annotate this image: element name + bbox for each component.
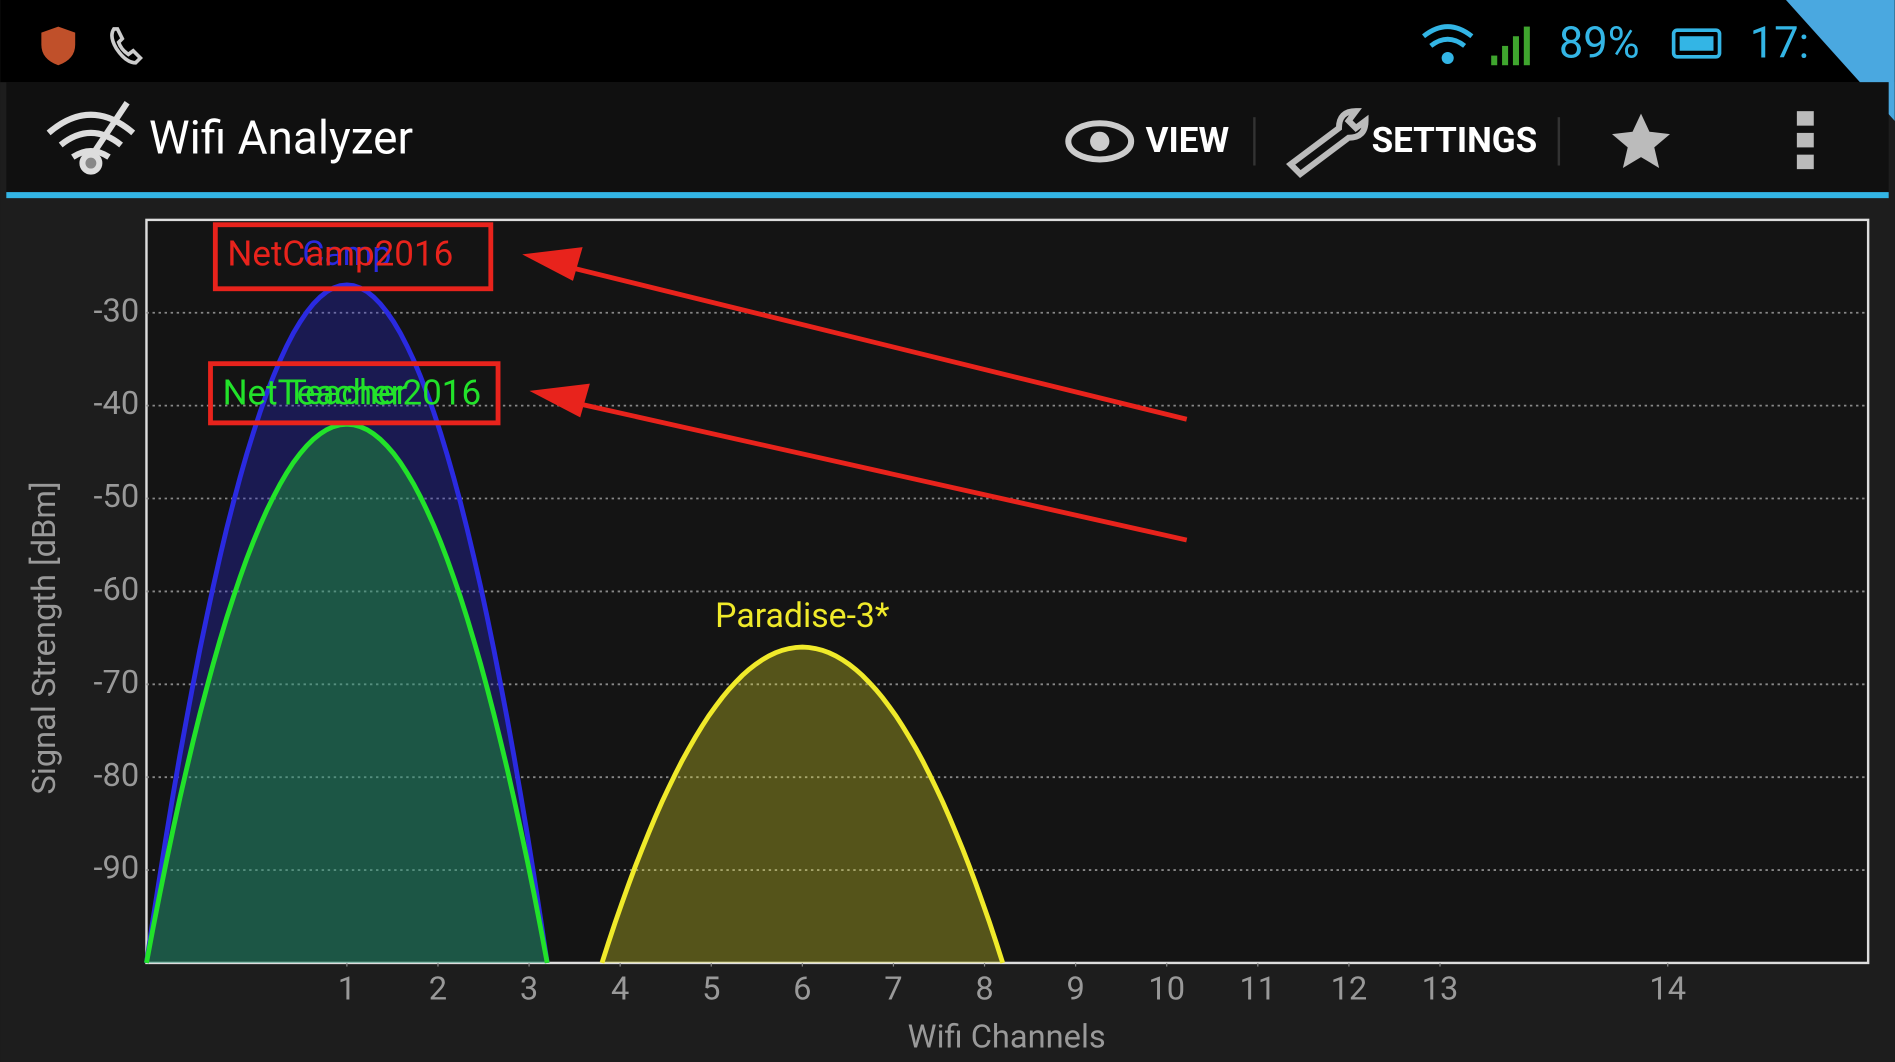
- network-label: Paradise-3*: [715, 597, 890, 636]
- y-tick-label: -90: [94, 849, 140, 887]
- x-tick-label: 10: [1148, 969, 1185, 1007]
- y-tick-label: -40: [94, 384, 140, 422]
- x-tick-label: 11: [1239, 969, 1276, 1007]
- y-tick-label: -50: [94, 477, 140, 515]
- y-tick-label: -80: [94, 756, 140, 794]
- annotation-text: NetCamp2016: [227, 233, 453, 274]
- x-tick-label: 8: [975, 969, 993, 1007]
- battery-percent: 89%: [1559, 17, 1640, 68]
- app-bar-underline: [6, 192, 1888, 198]
- x-tick-label: 3: [520, 969, 538, 1007]
- app-title: Wifi Analyzer: [149, 111, 413, 165]
- x-tick-label: 12: [1331, 969, 1368, 1007]
- x-tick-label: 13: [1422, 969, 1459, 1007]
- view-icon-pupil: [1090, 132, 1109, 151]
- settings-label[interactable]: SETTINGS: [1372, 120, 1538, 161]
- y-tick-label: -60: [94, 570, 140, 608]
- screen: 89% 17: Wifi Analyzer VIEW SETTINGS Sign…: [0, 0, 1895, 1062]
- view-label[interactable]: VIEW: [1146, 120, 1230, 161]
- x-tick-label: 2: [429, 969, 447, 1007]
- y-tick-label: -70: [94, 663, 140, 701]
- annotation-text: NetTeacher2016: [223, 372, 482, 413]
- x-tick-label: 4: [611, 969, 629, 1007]
- clock: 17:: [1750, 17, 1809, 68]
- y-tick-label: -30: [94, 291, 140, 329]
- x-tick-label: 9: [1066, 969, 1084, 1007]
- x-tick-label: 14: [1649, 969, 1686, 1007]
- x-tick-label: 5: [702, 969, 720, 1007]
- overflow-menu[interactable]: [1797, 111, 1814, 169]
- battery-level: [1680, 36, 1714, 50]
- x-tick-label: 1: [338, 969, 356, 1007]
- x-tick-label: 6: [793, 969, 811, 1007]
- x-axis-title: Wifi Channels: [908, 1018, 1106, 1056]
- x-tick-label: 7: [884, 969, 902, 1007]
- y-axis-title: Signal Strength [dBm]: [25, 481, 63, 794]
